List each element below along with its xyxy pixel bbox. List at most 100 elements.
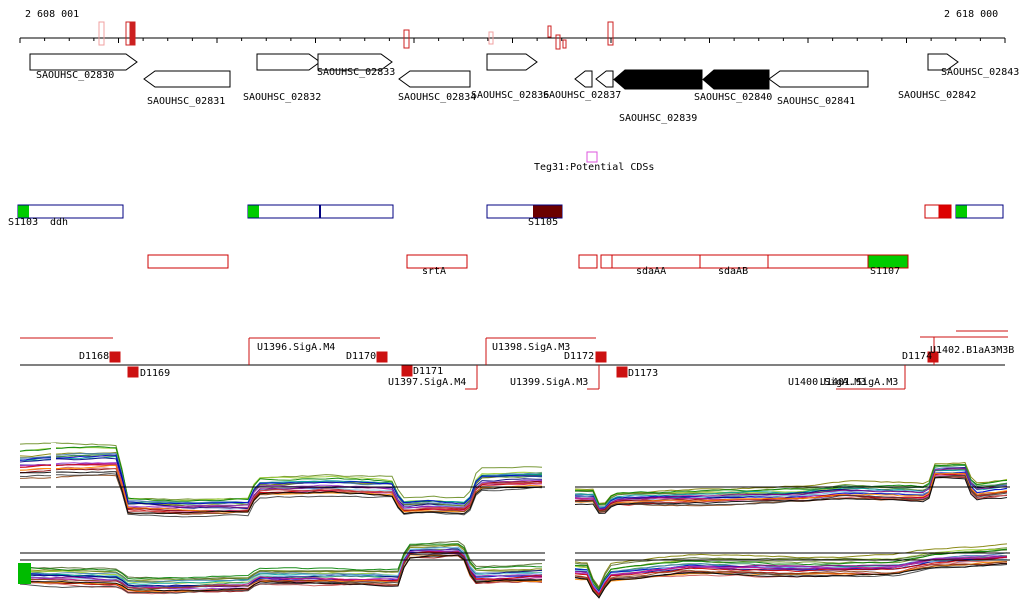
cds-box-bottom-row[interactable] xyxy=(600,254,613,269)
gene-arrow-SAOUHSC_02834[interactable] xyxy=(398,70,471,88)
expression-trace-panelB-left xyxy=(19,540,543,580)
gene-label-02836: SAOUHSC_02836 xyxy=(471,90,550,101)
sequence-variant-mark xyxy=(547,25,552,38)
expression-trace-panelB-left xyxy=(20,554,543,592)
expression-trace-panelB-right xyxy=(574,555,1008,595)
cds-box-bottom-row[interactable] xyxy=(578,254,598,269)
expression-trace-panelB-right xyxy=(574,543,1008,589)
sequence-variant-mark xyxy=(125,21,131,46)
gene-arrow-SAOUHSC_02839[interactable] xyxy=(613,69,703,90)
gene-arrow-SAOUHSC_02832[interactable] xyxy=(256,53,321,71)
cds-box-bottom-row[interactable] xyxy=(867,254,909,269)
gene-arrow-SAOUHSC_02833[interactable] xyxy=(317,53,393,71)
expression-trace-panelA-left xyxy=(19,454,542,505)
expression-trace-panelA-left xyxy=(19,473,543,518)
expression-trace-panelA-left xyxy=(19,451,542,507)
cds-box-top-row-segment xyxy=(248,205,259,218)
cds-label-srta: srtA xyxy=(422,266,447,277)
expression-panel-gap xyxy=(51,443,56,531)
sequence-variant-mark xyxy=(607,21,614,46)
gene-label-02833: SAOUHSC_02833 xyxy=(317,67,396,78)
expression-trace-panelA-left xyxy=(19,466,542,514)
cds-label-sdaaa: sdaAA xyxy=(636,266,667,277)
sequence-variant-mark xyxy=(130,21,136,46)
terminator-marker-D1173[interactable] xyxy=(616,366,628,378)
signal-label-d1173: D1173 xyxy=(628,368,659,379)
expression-trace-panelA-right xyxy=(574,476,1008,514)
gene-arrow-SAOUHSC_02840[interactable] xyxy=(702,69,770,90)
cds-label-s1103: S1103 xyxy=(8,217,39,228)
ruler-start-coordinate: 2 608 001 xyxy=(25,9,80,20)
cds-label-s1105: S1105 xyxy=(528,217,559,228)
signal-label-u1400: U1400.SigA.M3 xyxy=(788,377,867,388)
expression-trace-panelA-right xyxy=(574,467,1008,510)
expression-trace-panelB-left xyxy=(19,543,543,580)
teg31-potential-cds-box[interactable] xyxy=(586,151,598,163)
teg31-label: Teg31:Potential CDSs xyxy=(534,162,655,173)
terminator-marker-D1171[interactable] xyxy=(401,365,413,377)
signal-label-u1398: U1398.SigA.M3 xyxy=(492,342,571,353)
cds-box-top-row-segment xyxy=(939,205,951,218)
gene-label-02831: SAOUHSC_02831 xyxy=(147,96,226,107)
signal-label-d1169: D1169 xyxy=(140,368,171,379)
sequence-variant-mark xyxy=(562,39,567,49)
signal-label-u1402: U1402.B1aA3M3B xyxy=(930,345,1015,356)
terminator-marker-D1170[interactable] xyxy=(376,351,388,363)
expression-trace-panelB-right xyxy=(574,561,1008,598)
expression-trace-panelB-left xyxy=(19,547,543,589)
sequence-variant-mark xyxy=(555,34,561,50)
expression-trace-panelA-left xyxy=(19,471,543,515)
expression-trace-panelA-left xyxy=(19,442,543,501)
gene-label-02830: SAOUHSC_02830 xyxy=(36,70,115,81)
signal-label-d1172: D1172 xyxy=(564,351,595,362)
gene-label-02834: SAOUHSC_02834 xyxy=(398,92,477,103)
cds-box-top-row-segment xyxy=(18,205,29,218)
expression-trace-panelB-right xyxy=(574,557,1008,595)
cds-label-s1107: S1107 xyxy=(870,266,901,277)
expression-trace-panelB-left xyxy=(19,548,543,588)
signal-label-d1174: D1174 xyxy=(902,351,933,362)
gene-arrow-SAOUHSC_02830[interactable] xyxy=(29,53,138,71)
cds-box-bottom-row[interactable] xyxy=(767,254,869,269)
gene-arrow-SAOUHSC_02831[interactable] xyxy=(143,70,231,88)
gene-label-02832: SAOUHSC_02832 xyxy=(243,92,322,103)
cds-label-sdaab: sdaAB xyxy=(718,266,749,277)
cds-box-top-row[interactable] xyxy=(924,204,940,219)
gene-label-02843: SAOUHSC_02843 xyxy=(941,67,1020,78)
gene-label-02837: SAOUHSC_02837 xyxy=(543,90,622,101)
gene-arrow-SAOUHSC_02841[interactable] xyxy=(768,70,869,88)
cds-label-ddh: ddh xyxy=(50,217,69,228)
gene-arrow-SAOUHSC_02836[interactable] xyxy=(486,53,538,71)
signal-label-d1171: D1171 xyxy=(413,366,444,377)
signal-label-u1397: U1397.SigA.M4 xyxy=(388,377,467,388)
expression-trace-panelA-left xyxy=(19,455,543,505)
expression-trace-panelB-right xyxy=(575,548,1008,591)
terminator-marker-D1169[interactable] xyxy=(127,366,139,378)
cds-box-bottom-row[interactable] xyxy=(147,254,229,269)
gene-label-02839: SAOUHSC_02839 xyxy=(619,113,698,124)
signal-label-d1170: D1170 xyxy=(346,351,377,362)
gene-label-02840: SAOUHSC_02840 xyxy=(694,92,773,103)
terminator-marker-D1174[interactable] xyxy=(927,351,939,363)
sequence-variant-mark xyxy=(403,29,410,49)
signal-label-d1168: D1168 xyxy=(79,351,110,362)
gene-arrow-SAOUHSC_02837-b[interactable] xyxy=(595,70,614,88)
expression-trace-panelB-right xyxy=(574,563,1008,599)
expression-trace-panelA-left xyxy=(19,462,543,509)
gene-label-02841: SAOUHSC_02841 xyxy=(777,96,856,107)
gene-arrow-SAOUHSC_02843[interactable] xyxy=(927,53,959,71)
terminator-marker-D1168[interactable] xyxy=(109,351,121,363)
expression-trace-panelA-right xyxy=(574,474,1008,513)
cds-box-top-row-segment xyxy=(533,205,562,218)
cds-box-bottom-row[interactable] xyxy=(406,254,468,269)
signal-label-u1399: U1399.SigA.M3 xyxy=(510,377,589,388)
expression-trace-panelB-right xyxy=(574,556,1008,596)
sequence-variant-mark xyxy=(98,21,105,46)
ruler-end-coordinate: 2 618 000 xyxy=(944,9,999,20)
expression-trace-panelA-right xyxy=(575,464,1008,505)
terminator-marker-D1172[interactable] xyxy=(595,351,607,363)
expression-trace-panelA-right xyxy=(574,472,1008,513)
gene-arrow-SAOUHSC_02837-a[interactable] xyxy=(574,70,593,88)
